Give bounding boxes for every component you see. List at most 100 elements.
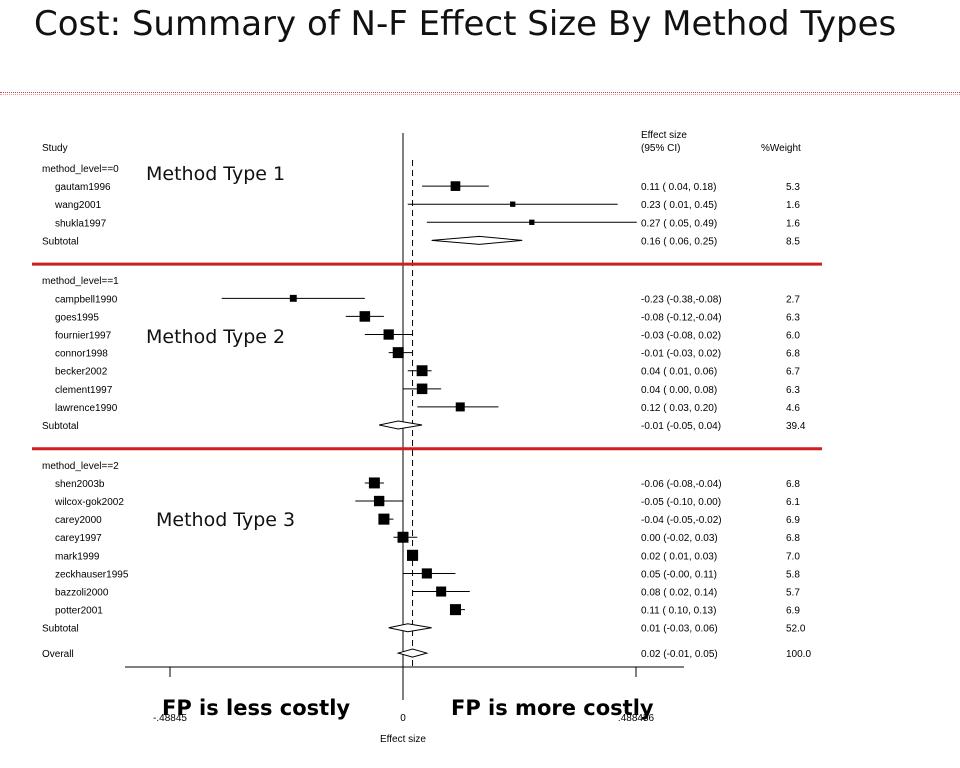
weight-value: 6.8 <box>786 479 800 490</box>
study-name: mark1999 <box>55 551 100 562</box>
weight-value: 6.7 <box>786 367 800 378</box>
effect-size-ci: -0.23 (-0.38,-0.08) <box>641 294 722 305</box>
effect-marker <box>383 329 394 340</box>
x-axis-title: Effect size <box>380 734 426 745</box>
study-name: goes1995 <box>55 312 99 323</box>
effect-size-ci: -0.06 (-0.08,-0.04) <box>641 479 722 490</box>
study-name: shukla1997 <box>55 218 107 229</box>
group-header: method_level==1 <box>42 276 119 287</box>
weight-value: 5.7 <box>786 588 800 599</box>
effect-size-ci: 0.04 ( 0.01, 0.06) <box>641 367 717 378</box>
weight-value: 6.8 <box>786 533 800 544</box>
weight-value: 6.8 <box>786 349 800 360</box>
effect-size-ci: -0.05 (-0.10, 0.00) <box>641 497 721 508</box>
column-header-effect-size: Effect size <box>641 130 687 141</box>
study-name: connor1998 <box>55 349 108 360</box>
effect-size-ci: 0.05 (-0.00, 0.11) <box>641 569 717 580</box>
study-name: carey2000 <box>55 515 102 526</box>
effect-size-ci: 0.02 ( 0.01, 0.03) <box>641 551 717 562</box>
weight-value: 1.6 <box>786 200 800 211</box>
effect-marker <box>289 294 297 302</box>
effect-marker <box>421 568 432 579</box>
study-name: gautam1996 <box>55 182 111 193</box>
study-name: campbell1990 <box>55 294 118 305</box>
effect-size-ci: 0.02 (-0.01, 0.05) <box>641 649 718 660</box>
effect-size-ci: 0.00 (-0.02, 0.03) <box>641 533 718 544</box>
weight-value: 4.6 <box>786 403 800 414</box>
fp-less-costly-label: FP is less costly <box>162 696 350 720</box>
title-divider <box>0 92 960 93</box>
slide-title: Cost: Summary of N-F Effect Size By Meth… <box>34 4 897 44</box>
fp-more-costly-label: FP is more costly <box>451 696 654 720</box>
weight-value: 6.1 <box>786 497 800 508</box>
study-name: fournier1997 <box>55 331 112 342</box>
effect-marker <box>368 477 380 489</box>
effect-size-ci: 0.08 ( 0.02, 0.14) <box>641 588 717 599</box>
weight-value: 7.0 <box>786 551 800 562</box>
effect-size-ci: -0.04 (-0.05,-0.02) <box>641 515 722 526</box>
column-header-study: Study <box>42 143 68 154</box>
x-tick-label: -.48845 <box>153 713 187 724</box>
weight-value: 1.6 <box>786 218 800 229</box>
effect-marker <box>510 201 516 207</box>
group-header: method_level==2 <box>42 461 119 472</box>
weight-value: 2.7 <box>786 294 800 305</box>
group-header: method_level==0 <box>42 164 119 175</box>
weight-value: 6.3 <box>786 385 800 396</box>
effect-marker <box>392 347 404 359</box>
effect-size-ci: -0.03 (-0.08, 0.02) <box>641 331 721 342</box>
weight-value: 39.4 <box>786 421 806 432</box>
study-name: lawrence1990 <box>55 403 118 414</box>
subtotal-label: Subtotal <box>42 236 79 247</box>
x-tick-label: .488456 <box>618 713 655 724</box>
overall-label: Overall <box>42 649 74 660</box>
x-tick-label: 0 <box>400 713 406 724</box>
effect-marker <box>416 383 428 395</box>
effect-marker <box>450 181 461 191</box>
effect-size-ci: 0.27 ( 0.05, 0.49) <box>641 218 717 229</box>
study-name: clement1997 <box>55 385 113 396</box>
effect-marker <box>397 531 409 543</box>
effect-marker <box>416 365 428 377</box>
title-divider-shadow <box>0 94 960 95</box>
weight-value: 5.3 <box>786 182 800 193</box>
effect-size-ci: 0.23 ( 0.01, 0.45) <box>641 200 717 211</box>
effect-size-ci: -0.08 (-0.12,-0.04) <box>641 312 722 323</box>
subtotal-diamond <box>431 235 523 245</box>
effect-marker <box>359 311 371 322</box>
effect-marker <box>378 513 390 525</box>
weight-value: 6.3 <box>786 312 800 323</box>
weight-value: 5.8 <box>786 569 800 580</box>
weight-value: 100.0 <box>786 649 811 660</box>
effect-size-ci: -0.01 (-0.05, 0.04) <box>641 421 721 432</box>
column-header-ci: (95% CI) <box>641 143 680 154</box>
study-name: potter2001 <box>55 606 103 617</box>
subtotal-label: Subtotal <box>42 624 79 635</box>
study-name: becker2002 <box>55 367 108 378</box>
subtotal-diamond <box>388 623 432 633</box>
weight-value: 6.9 <box>786 515 800 526</box>
subtotal-label: Subtotal <box>42 421 79 432</box>
subtotal-diamond <box>379 420 423 430</box>
study-name: shen2003b <box>55 479 105 490</box>
study-name: zeckhauser1995 <box>55 569 129 580</box>
effect-marker <box>529 219 535 225</box>
effect-size-ci: -0.01 (-0.03, 0.02) <box>641 349 721 360</box>
method-type-1-label: Method Type 1 <box>146 163 285 185</box>
study-name: bazzoli2000 <box>55 588 109 599</box>
weight-value: 6.9 <box>786 606 800 617</box>
overall-diamond <box>396 648 429 658</box>
forest-plot-marks: Study Effect size (95% CI) %Weight method_le… <box>32 130 822 745</box>
weight-value: 52.0 <box>786 624 806 635</box>
weight-value: 8.5 <box>786 236 800 247</box>
effect-size-ci: 0.12 ( 0.03, 0.20) <box>641 403 717 414</box>
effect-size-ci: 0.01 (-0.03, 0.06) <box>641 624 718 635</box>
effect-marker <box>455 402 465 412</box>
method-type-3-label: Method Type 3 <box>156 509 295 531</box>
effect-size-ci: 0.04 ( 0.00, 0.08) <box>641 385 717 396</box>
effect-marker <box>436 586 447 597</box>
weight-value: 6.0 <box>786 331 800 342</box>
effect-marker <box>406 549 419 561</box>
effect-size-ci: 0.16 ( 0.06, 0.25) <box>641 236 717 247</box>
